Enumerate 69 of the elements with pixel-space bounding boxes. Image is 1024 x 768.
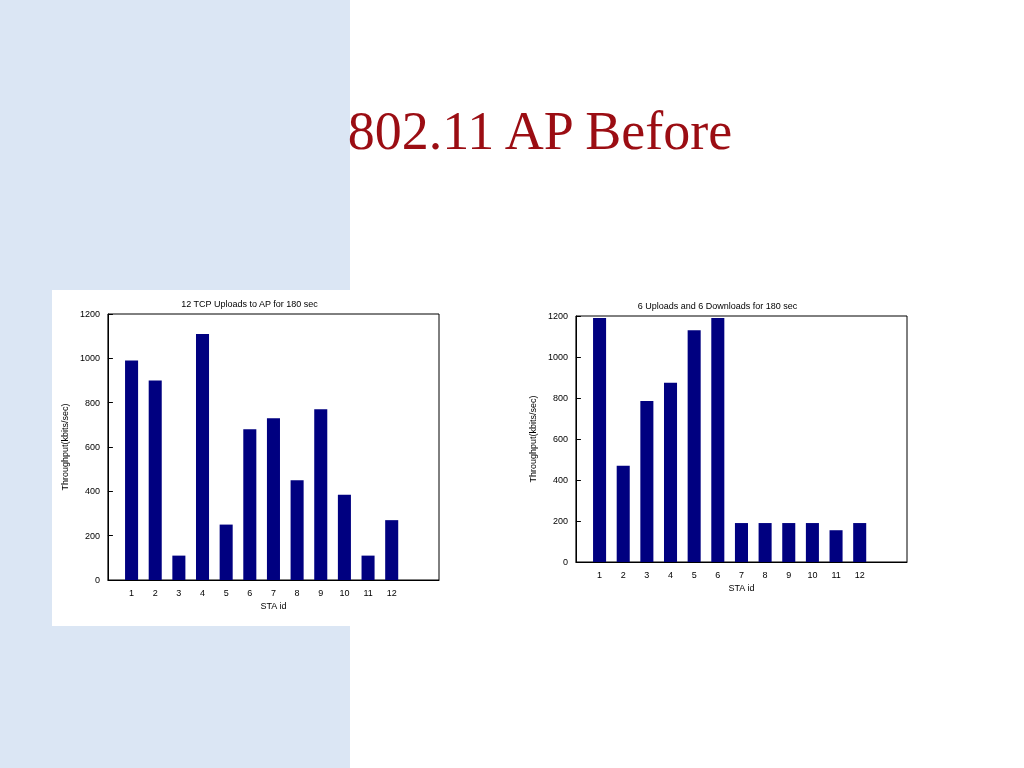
y-tick-label: 0 [562, 557, 568, 567]
y-tick-label: 800 [552, 393, 568, 403]
bar [314, 409, 328, 580]
x-tick-label: 6 [247, 587, 253, 598]
bar [219, 524, 233, 580]
x-axis-title: STA id [260, 601, 287, 612]
bar [734, 523, 748, 562]
bar [640, 401, 654, 562]
y-tick-label: 600 [84, 442, 100, 452]
x-tick-label: 9 [786, 569, 792, 580]
bar [853, 523, 867, 562]
bar [711, 318, 725, 562]
y-tick-label: 800 [84, 397, 100, 408]
bar [148, 380, 162, 580]
y-axis-title: Throughput(kbits/sec) [527, 395, 538, 483]
bar [125, 360, 139, 580]
bar [337, 494, 351, 580]
bar [243, 429, 257, 580]
y-tick-label: 1200 [547, 311, 568, 321]
x-tick-label: 12 [386, 587, 397, 598]
x-tick-label: 12 [854, 569, 865, 580]
bar [385, 520, 399, 580]
y-tick-label: 1000 [79, 353, 100, 364]
x-tick-label: 5 [691, 569, 697, 580]
bar [805, 523, 819, 562]
y-tick-label: 1000 [547, 352, 568, 362]
x-tick-label: 2 [620, 569, 626, 580]
y-tick-label: 0 [94, 575, 100, 585]
x-tick-label: 8 [294, 587, 300, 598]
x-tick-label: 2 [152, 587, 158, 598]
y-tick-label: 600 [552, 434, 568, 444]
x-tick-label: 4 [668, 569, 674, 580]
x-tick-label: 6 [715, 569, 721, 580]
x-tick-label: 1 [597, 569, 603, 580]
y-tick-label: 200 [552, 516, 568, 526]
bar [172, 555, 186, 580]
bar [266, 418, 280, 580]
x-tick-label: 10 [807, 569, 818, 580]
x-tick-label: 10 [339, 587, 350, 598]
bar [687, 330, 701, 562]
bar [593, 318, 607, 562]
bar [782, 523, 796, 562]
y-tick-label: 400 [84, 486, 100, 497]
y-tick-label: 400 [552, 475, 568, 485]
bar [663, 382, 678, 562]
x-tick-label: 5 [223, 587, 229, 598]
bar [195, 333, 210, 580]
bar [829, 530, 843, 562]
x-tick-label: 3 [644, 569, 650, 580]
x-tick-label: 9 [318, 587, 324, 598]
x-tick-label: 11 [831, 569, 841, 580]
y-tick-label: 1200 [79, 309, 100, 319]
bar [758, 523, 772, 562]
x-tick-label: 7 [270, 587, 276, 598]
x-tick-label: 4 [200, 587, 206, 598]
x-tick-label: 3 [176, 587, 182, 598]
x-tick-label: 8 [762, 569, 768, 580]
y-axis-title: Throughput(kbits/sec) [59, 403, 70, 491]
x-tick-label: 1 [129, 587, 135, 598]
x-tick-label: 7 [738, 569, 744, 580]
y-tick-label: 200 [84, 530, 100, 541]
bar [616, 465, 630, 562]
text: 802.11 AP Before [347, 101, 733, 161]
chart-title: 12 TCP Uploads to AP for 180 sec [181, 298, 319, 309]
bar [361, 555, 375, 580]
x-tick-label: 11 [363, 587, 373, 598]
chart-title: 6 Uploads and 6 Downloads for 180 sec [637, 300, 798, 311]
bar [290, 480, 304, 580]
x-axis-title: STA id [728, 583, 755, 594]
